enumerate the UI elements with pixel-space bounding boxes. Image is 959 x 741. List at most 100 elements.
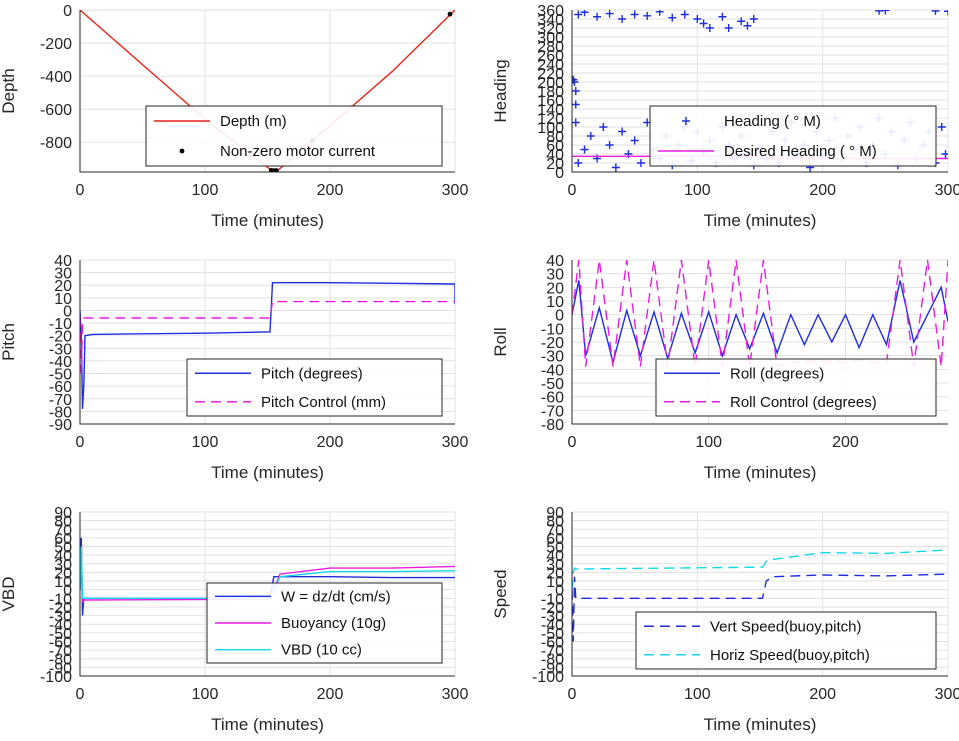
heading-data-point xyxy=(693,15,702,23)
speed-x-axis-label: Time (minutes) xyxy=(704,715,817,734)
vbd-x-tick-label: 0 xyxy=(76,686,85,703)
roll-y-tick-label: -40 xyxy=(541,362,564,379)
vbd-y-tick-label: -60 xyxy=(49,634,72,651)
speed-legend: Vert Speed(buoy,pitch) Horiz Speed(buoy,p… xyxy=(635,611,937,670)
heading-y-tick-label: 300 xyxy=(537,30,564,47)
roll-y-tick-label: 30 xyxy=(546,267,564,284)
pitch-y-tick-label: 10 xyxy=(54,291,72,308)
depth-x-tick-label: 200 xyxy=(317,182,344,199)
pitch-series-line xyxy=(80,282,455,409)
speed-y-tick-label: 40 xyxy=(546,548,564,565)
pitch-y-tick-label: -50 xyxy=(49,367,72,384)
heading-data-point xyxy=(605,141,614,149)
heading-data-point xyxy=(680,10,689,19)
vbd-y-tick-label: -30 xyxy=(49,609,72,626)
vbd-legend: W = dz/dt (cm/s) Buoyancy (10g) VBD (10 cc… xyxy=(206,582,443,664)
speed-x-tick-label: 200 xyxy=(809,686,836,703)
vbd-y-tick-label: 0 xyxy=(63,583,72,600)
vbd-y-tick-label: -90 xyxy=(49,660,72,677)
vbd-x-tick-label: 300 xyxy=(442,686,469,703)
heading-y-tick-label: 360 xyxy=(537,3,564,20)
depth-legend: Depth (m) Non-zero motor current xyxy=(145,105,443,167)
heading-data-point xyxy=(605,10,614,18)
heading-axes xyxy=(571,10,948,173)
speed-y-tick-label: -40 xyxy=(541,617,564,634)
speed-y-tick-label: -50 xyxy=(541,626,564,643)
depth-y-tick-label: -400 xyxy=(40,69,72,86)
pitch-series-1 xyxy=(80,300,455,374)
pitch-x-tick-label: 100 xyxy=(192,434,219,451)
roll-y-tick-label: -10 xyxy=(541,321,564,338)
speed-y-axis-label: Speed xyxy=(491,569,510,618)
speed-legend-label: Horiz Speed(buoy,pitch) xyxy=(710,647,870,664)
roll-y-tick-label: 20 xyxy=(546,280,564,297)
heading-legend-swatch xyxy=(682,117,690,125)
vbd-y-tick-label: -50 xyxy=(49,626,72,643)
heading-y-tick-label: 320 xyxy=(537,21,564,38)
depth-axes xyxy=(79,10,455,173)
vbd-x-tick-label: 100 xyxy=(192,686,219,703)
heading-y-tick-label: 240 xyxy=(537,57,564,74)
pitch-y-tick-label: 30 xyxy=(54,266,72,283)
heading-data-point xyxy=(718,12,727,21)
heading-y-tick-label: 340 xyxy=(537,12,564,29)
vbd-y-tick-label: -70 xyxy=(49,643,72,660)
heading-data-point xyxy=(572,87,580,95)
heading-data-point xyxy=(668,13,677,22)
roll-legend-label: Roll Control (degrees) xyxy=(730,394,877,411)
speed-legend-box xyxy=(635,611,937,670)
heading-data-point xyxy=(743,21,752,30)
pitch-legend-box xyxy=(186,358,443,417)
roll-y-tick-label: -70 xyxy=(541,403,564,420)
speed-y-tick-label: 90 xyxy=(546,505,564,522)
pitch-y-tick-label: 20 xyxy=(54,278,72,295)
speed-series-0 xyxy=(572,573,948,642)
roll-x-tick-label: 100 xyxy=(695,434,722,451)
heading-data-point xyxy=(636,159,645,167)
heading-data-point xyxy=(574,159,583,167)
roll-axes xyxy=(571,260,948,425)
heading-data-point xyxy=(630,136,639,145)
vbd-y-tick-label: 10 xyxy=(54,574,72,591)
heading-data-point xyxy=(937,123,946,131)
heading-y-tick-label: 20 xyxy=(546,156,564,173)
speed-series-line xyxy=(572,549,948,590)
depth-x-tick-label: 100 xyxy=(192,182,219,199)
heading-y-tick-label: 0 xyxy=(555,165,564,182)
roll-y-tick-label: 10 xyxy=(546,294,564,311)
roll-series-1 xyxy=(572,260,948,368)
speed-y-tick-label: -30 xyxy=(541,609,564,626)
speed-y-tick-label: -20 xyxy=(541,600,564,617)
heading-data-point xyxy=(643,11,652,20)
speed-y-tick-label: 20 xyxy=(546,565,564,582)
heading-y-tick-label: 280 xyxy=(537,39,564,56)
roll-series-line xyxy=(572,260,948,368)
heading-legend-label: Heading ( ° M) xyxy=(724,113,821,130)
vbd-y-tick-label: 70 xyxy=(54,522,72,539)
heading-data-point xyxy=(572,118,580,127)
vbd-y-tick-label: 90 xyxy=(54,505,72,522)
heading-data-point xyxy=(599,123,608,131)
heading-data-point xyxy=(944,10,948,16)
heading-x-tick-label: 200 xyxy=(809,182,836,199)
heading-data-point xyxy=(618,15,627,23)
roll-x-tick-label: 200 xyxy=(832,434,859,451)
roll-chart: 0 100 200403020100-10-20-30-40-50-60-70-80… xyxy=(491,253,948,482)
speed-y-tick-label: -10 xyxy=(541,591,564,608)
vbd-x-axis-label: Time (minutes) xyxy=(211,715,324,734)
speed-y-tick-label: 70 xyxy=(546,522,564,539)
heading-x-tick-label: 0 xyxy=(568,182,577,199)
heading-y-tick-label: 80 xyxy=(546,129,564,146)
roll-y-tick-label: -50 xyxy=(541,376,564,393)
vbd-y-tick-label: 20 xyxy=(54,565,72,582)
vbd-x-tick-label: 200 xyxy=(317,686,344,703)
vbd-y-tick-label: 40 xyxy=(54,548,72,565)
heading-y-tick-label: 120 xyxy=(537,111,564,128)
speed-chart: 0 100 200 3009080706050403020100-10-20-30-4… xyxy=(491,505,959,734)
pitch-y-tick-label: -70 xyxy=(49,392,72,409)
speed-y-tick-label: 50 xyxy=(546,540,564,557)
vbd-y-tick-label: -100 xyxy=(40,669,72,686)
pitch-legend-label: Pitch Control (mm) xyxy=(261,394,386,411)
roll-series-0 xyxy=(572,280,948,363)
